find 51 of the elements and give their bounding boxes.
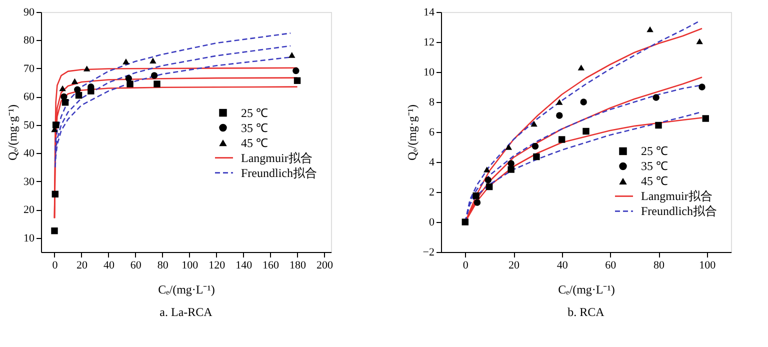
y-tick-label: 10 [424, 66, 435, 78]
x-tick-label: 40 [103, 260, 115, 272]
x-tick-label: 120 [208, 260, 226, 272]
y-tick-label: 8 [429, 96, 435, 108]
text: b. RCA [568, 305, 605, 319]
y-tick-label: 20 [24, 204, 35, 216]
y-tick-label: 14 [424, 6, 435, 18]
y-tick-label: 12 [424, 36, 434, 48]
y-tick-label: 40 [24, 148, 35, 160]
x-tick-label: 0 [52, 260, 58, 272]
x-tick-label: 80 [157, 260, 169, 272]
legend-label: Langmuir拟合 [641, 189, 712, 204]
x-tick-label: 20 [508, 260, 520, 272]
x-tick-label: 60 [605, 260, 617, 272]
legend-label: 35 ℃ [641, 159, 668, 174]
y-tick-label: 4 [429, 156, 435, 168]
x-tick-label: 0 [462, 260, 469, 272]
y-tick-label: 10 [24, 232, 35, 244]
y-tick-label: 80 [24, 34, 35, 47]
y-tick-label: 6 [429, 126, 435, 138]
x-tick-label: 60 [130, 260, 142, 272]
legend-label: Freundlich拟合 [241, 166, 317, 180]
y-tick-label: 70 [24, 62, 35, 75]
y-tick-label: 2 [429, 186, 434, 198]
x-tick-label: 200 [316, 260, 334, 272]
x-axis-title: Cₑ/(mg·L⁻¹) [158, 282, 215, 296]
x-tick-label: 40 [556, 260, 568, 272]
x-tick-label: 80 [654, 260, 665, 272]
y-tick-label: 0 [429, 216, 435, 228]
y-tick-label: −2 [422, 246, 434, 258]
y-tick-label: 30 [24, 176, 35, 188]
y-tick-label: 90 [24, 6, 35, 18]
x-tick-label: 180 [290, 260, 307, 272]
legend-label: Langmuir拟合 [241, 150, 312, 165]
legend-label: 45 ℃ [641, 174, 668, 188]
legend-label: 45 ℃ [241, 136, 268, 150]
x-tick-label: 100 [699, 260, 716, 272]
x-tick-label: 20 [76, 260, 88, 272]
legend-label: Freundlich拟合 [641, 204, 717, 218]
legend-label: 25 ℃ [241, 106, 268, 120]
y-axis-title: Qₑ/(mg·g⁻¹) [404, 104, 419, 160]
x-tick-label: 140 [236, 260, 253, 272]
x-axis-title: Cₑ/(mg·L⁻¹) [558, 282, 615, 296]
x-tick-label: 100 [182, 260, 199, 272]
x-tick-label: 160 [262, 260, 280, 272]
legend-label: 35 ℃ [241, 120, 268, 135]
y-axis-title: Qₑ/(mg·g⁻¹) [6, 104, 20, 160]
y-tick-label: 60 [24, 91, 35, 104]
legend-label: 25 ℃ [641, 144, 668, 158]
text: a. La-RCA [160, 305, 213, 319]
y-tick-label: 50 [24, 119, 35, 132]
